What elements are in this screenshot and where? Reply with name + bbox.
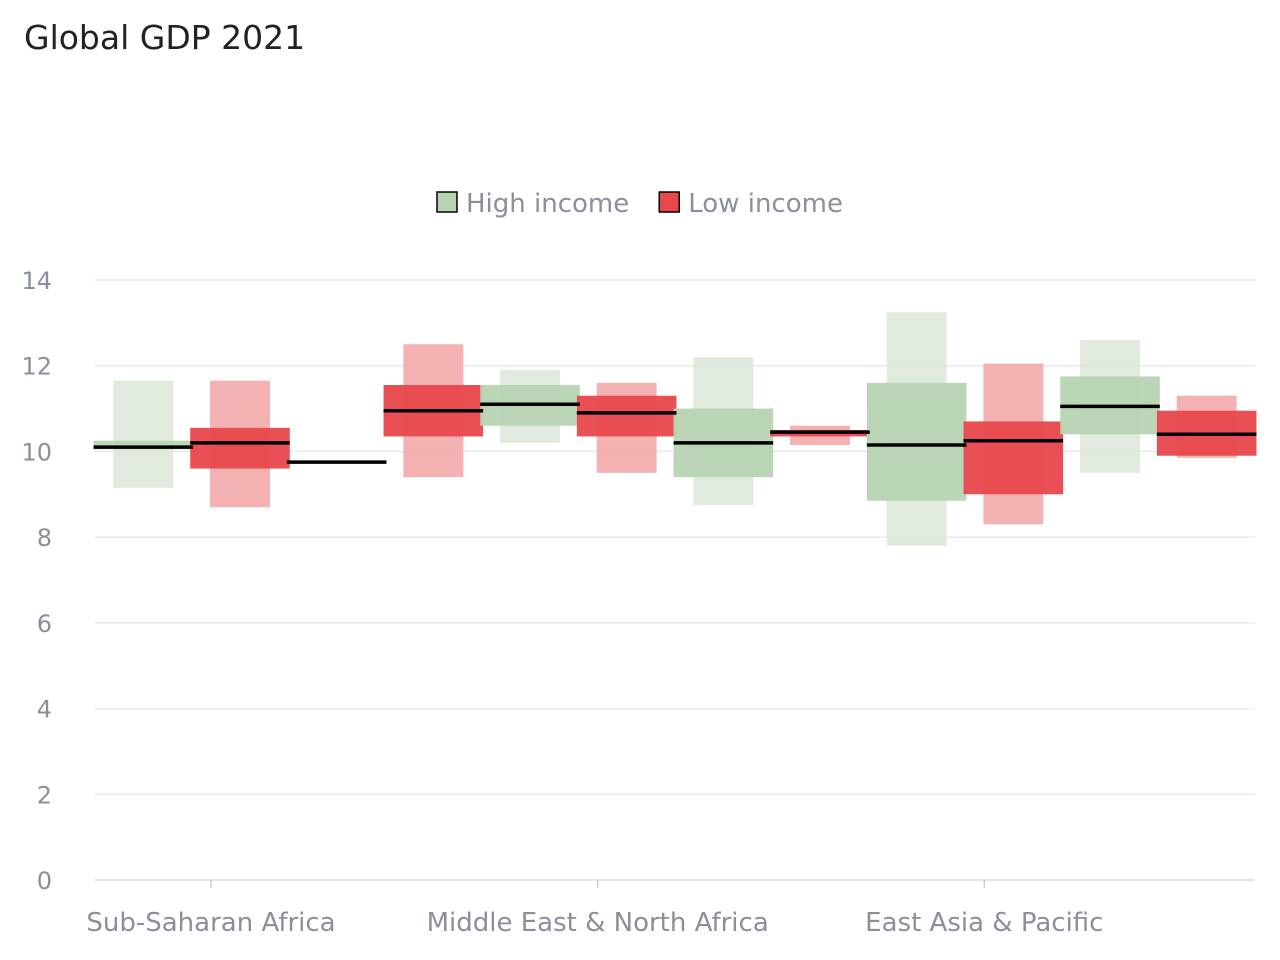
legend: High income Low income [436,189,843,219]
x-tick-label: East Asia & Pacific [865,908,1103,938]
x-axis: Sub-Saharan Africa Middle East & North Af… [86,879,1255,938]
y-tick-label: 10 [21,438,52,466]
legend-label-1: Low income [688,189,843,219]
y-tick-label: 14 [21,267,52,295]
y-tick-label: 2 [37,781,52,809]
boxes [93,312,1257,546]
x-tick-label: Middle East & North Africa [427,908,769,938]
y-tick-label: 0 [37,867,52,895]
iqr-box-0 [93,440,194,450]
iqr-box-5 [576,395,677,437]
x-tick-label: Sub-Saharan Africa [86,908,335,938]
y-tick-label: 6 [37,610,52,638]
legend-swatch-0 [436,191,458,213]
legend-swatch-1 [658,191,680,213]
chart-title: Global GDP 2021 [24,18,306,57]
y-tick-label: 12 [21,353,52,381]
y-tick-label: 8 [37,524,52,552]
y-tick-label: 4 [37,696,52,724]
y-axis: 0 2 4 6 8 10 12 14 [21,267,52,895]
whisker-range-0 [113,380,174,488]
legend-label-0: High income [466,189,629,219]
iqr-box-9 [963,421,1064,495]
iqr-box-1 [190,427,290,469]
iqr-box-8 [866,382,967,501]
